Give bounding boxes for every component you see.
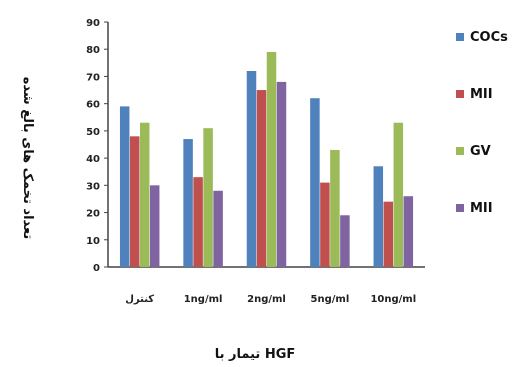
x-tick-label: 5ng/ml	[311, 294, 350, 305]
bars	[119, 51, 414, 267]
y-tick-label: 30	[86, 181, 100, 192]
y-tick-label: 10	[86, 236, 100, 247]
bar-2-5	[383, 201, 394, 267]
y-tick-label: 40	[86, 154, 100, 165]
x-axis-title: تیمار با HGF	[215, 347, 296, 362]
bar-4-2	[213, 190, 223, 267]
y-axis-title: تعداد تخمک های بالغ شده	[20, 77, 35, 240]
bar-1-4	[310, 98, 320, 267]
bar-3-2	[203, 128, 213, 267]
y-tick-label: 80	[86, 45, 100, 56]
bar-2-3	[256, 90, 267, 267]
axes	[107, 22, 425, 268]
bar-4-4	[340, 215, 350, 267]
bar-1-1	[119, 106, 130, 267]
legend-label: COCs	[470, 30, 508, 45]
y-tick-label: 20	[86, 209, 100, 220]
y-tick-label: 60	[86, 100, 100, 111]
bar-1-3	[246, 71, 257, 267]
legend: COCs MII GV MII	[456, 30, 508, 216]
x-tick-label: کنترل	[125, 294, 154, 305]
legend-swatch	[456, 90, 464, 98]
legend-label: MII	[470, 201, 493, 216]
x-tick-label: 1ng/ml	[184, 294, 223, 305]
y-tick-label: 50	[86, 127, 100, 138]
bar-3-3	[266, 51, 277, 267]
legend-label: MII	[470, 87, 493, 102]
bar-3-5	[393, 122, 404, 267]
legend-label: GV	[470, 144, 491, 159]
y-tick-label: 90	[86, 18, 100, 29]
legend-swatch	[456, 147, 464, 155]
bar-2-1	[129, 136, 140, 267]
y-tick-label: 0	[93, 263, 100, 274]
x-tick-label: 10ng/ml	[370, 294, 416, 305]
y-axis-ticks: 0 10 20 30 40 50 60 70 80 90	[86, 18, 108, 274]
bar-3-4	[330, 149, 340, 267]
bar-4-3	[276, 81, 287, 267]
bar-1-2	[183, 139, 193, 267]
bar-1-5	[373, 166, 384, 267]
bar-4-1	[149, 185, 160, 267]
x-axis-categories: کنترل 1ng/ml 2ng/ml 5ng/ml 10ng/ml	[125, 294, 416, 305]
bar-4-5	[403, 196, 414, 267]
bar-2-2	[193, 177, 203, 267]
legend-swatch	[456, 204, 464, 212]
bar-2-4	[320, 182, 330, 267]
legend-swatch	[456, 33, 464, 41]
x-tick-label: 2ng/ml	[247, 294, 286, 305]
bar-3-1	[139, 122, 150, 267]
y-tick-label: 70	[86, 72, 100, 83]
